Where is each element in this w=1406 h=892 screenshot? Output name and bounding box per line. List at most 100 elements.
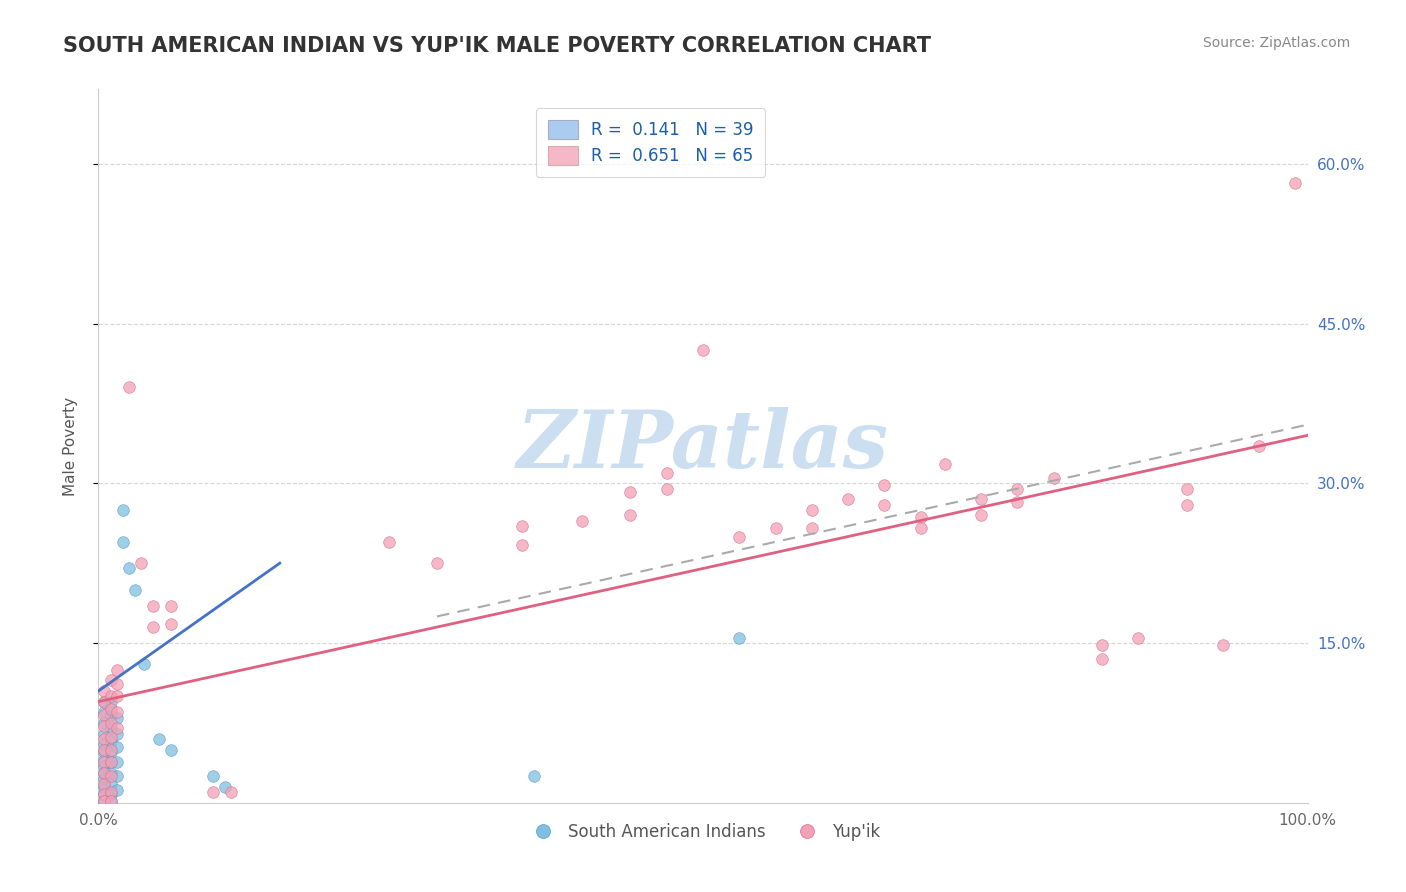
Point — [105, 740, 128, 755]
Point — [93, 787, 115, 801]
Point — [93, 726, 115, 740]
Point — [111, 534, 134, 549]
Point — [100, 777, 122, 791]
Point — [837, 492, 859, 507]
Point — [93, 780, 115, 794]
Point — [1091, 638, 1114, 652]
Point — [100, 756, 122, 770]
Point — [118, 561, 141, 575]
Point — [93, 695, 115, 709]
Point — [970, 508, 993, 523]
Point — [100, 794, 122, 808]
Point — [1007, 495, 1029, 509]
Point — [160, 742, 183, 756]
Point — [100, 721, 122, 735]
Point — [655, 466, 678, 480]
Point — [100, 742, 122, 756]
Point — [111, 503, 134, 517]
Point — [619, 508, 641, 523]
Point — [105, 690, 128, 704]
Point — [105, 726, 128, 740]
Point — [619, 484, 641, 499]
Point — [93, 719, 115, 733]
Point — [728, 631, 751, 645]
Point — [100, 785, 122, 799]
Point — [93, 766, 115, 780]
Point — [100, 695, 122, 709]
Point — [105, 756, 128, 770]
Point — [800, 503, 823, 517]
Point — [93, 745, 115, 759]
Point — [523, 769, 546, 783]
Point — [93, 777, 115, 791]
Y-axis label: Male Poverty: Male Poverty — [63, 396, 77, 496]
Point — [93, 684, 115, 698]
Point — [221, 785, 243, 799]
Point — [100, 769, 122, 783]
Point — [100, 673, 122, 688]
Point — [105, 663, 128, 677]
Point — [910, 521, 932, 535]
Point — [100, 756, 122, 770]
Point — [970, 492, 993, 507]
Point — [160, 599, 183, 613]
Point — [910, 510, 932, 524]
Point — [142, 620, 165, 634]
Point — [1042, 471, 1064, 485]
Point — [100, 715, 122, 730]
Point — [214, 780, 236, 794]
Point — [655, 482, 678, 496]
Point — [93, 708, 115, 723]
Point — [1175, 498, 1198, 512]
Point — [134, 657, 156, 672]
Point — [105, 783, 128, 797]
Point — [692, 343, 714, 358]
Point — [1091, 652, 1114, 666]
Text: SOUTH AMERICAN INDIAN VS YUP'IK MALE POVERTY CORRELATION CHART: SOUTH AMERICAN INDIAN VS YUP'IK MALE POV… — [63, 36, 931, 55]
Point — [93, 742, 115, 756]
Point — [160, 616, 183, 631]
Point — [93, 706, 115, 720]
Point — [1284, 176, 1306, 190]
Point — [93, 772, 115, 787]
Point — [728, 529, 751, 543]
Point — [1175, 482, 1198, 496]
Point — [93, 753, 115, 767]
Point — [934, 457, 956, 471]
Point — [105, 769, 128, 783]
Point — [93, 794, 115, 808]
Point — [100, 787, 122, 801]
Point — [100, 794, 122, 808]
Point — [1212, 638, 1234, 652]
Point — [510, 519, 533, 533]
Point — [1249, 439, 1271, 453]
Point — [1128, 631, 1150, 645]
Point — [118, 380, 141, 394]
Point — [100, 734, 122, 748]
Point — [93, 737, 115, 751]
Point — [93, 758, 115, 772]
Point — [93, 766, 115, 780]
Point — [100, 690, 122, 704]
Point — [1007, 482, 1029, 496]
Point — [100, 702, 122, 716]
Point — [800, 521, 823, 535]
Point — [873, 478, 896, 492]
Point — [377, 534, 399, 549]
Text: Source: ZipAtlas.com: Source: ZipAtlas.com — [1202, 36, 1350, 50]
Point — [426, 556, 449, 570]
Legend: South American Indians, Yup'ik: South American Indians, Yup'ik — [519, 817, 887, 848]
Point — [100, 708, 122, 723]
Point — [129, 556, 152, 570]
Point — [105, 721, 128, 735]
Point — [105, 710, 128, 724]
Point — [93, 731, 115, 746]
Point — [100, 745, 122, 759]
Point — [148, 731, 170, 746]
Text: ZIPatlas: ZIPatlas — [517, 408, 889, 484]
Point — [100, 730, 122, 744]
Point — [510, 538, 533, 552]
Point — [100, 766, 122, 780]
Point — [93, 695, 115, 709]
Point — [105, 706, 128, 720]
